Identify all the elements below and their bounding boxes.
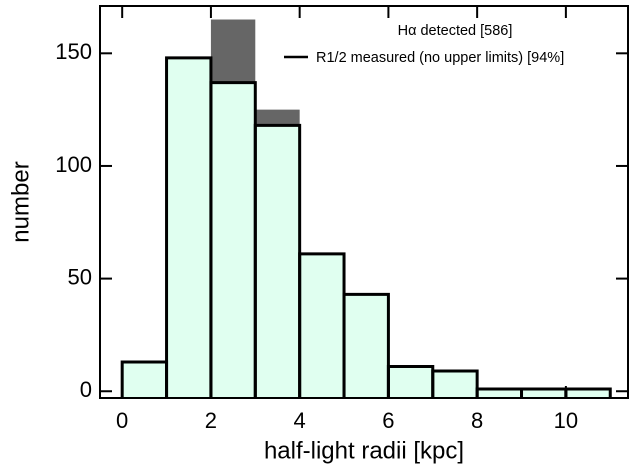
bar: [255, 125, 300, 399]
y-axis-label: number: [7, 161, 34, 242]
x-tick-label: 4: [294, 408, 306, 433]
bar: [565, 388, 611, 398]
bar-outline: [342, 292, 390, 398]
y-tick-label: 100: [55, 152, 92, 177]
y-tick-label: 0: [80, 377, 92, 402]
x-tick-label: 10: [554, 408, 578, 433]
x-axis-label: half-light radii [kpc]: [264, 437, 464, 464]
bar: [299, 253, 345, 398]
bar: [344, 294, 389, 398]
bar: [166, 57, 211, 398]
bar: [388, 366, 433, 398]
x-tick-label: 2: [205, 408, 217, 433]
plot-frame: [99, 5, 629, 399]
legend-label: Hα detected [586]: [398, 23, 513, 39]
bar-outline: [431, 369, 479, 398]
legend-label: R1/2 measured (no upper limits) [94%]: [316, 50, 564, 66]
bar: [477, 388, 522, 398]
y-tick-label: 50: [68, 264, 92, 289]
x-tick-label: 0: [116, 408, 128, 433]
bar: [521, 388, 566, 398]
bar: [432, 370, 478, 398]
bar: [122, 361, 167, 398]
x-tick-label: 6: [382, 408, 394, 433]
x-tick-label: 8: [471, 408, 483, 433]
y-tick-label: 150: [55, 39, 92, 64]
bar: [210, 82, 256, 398]
